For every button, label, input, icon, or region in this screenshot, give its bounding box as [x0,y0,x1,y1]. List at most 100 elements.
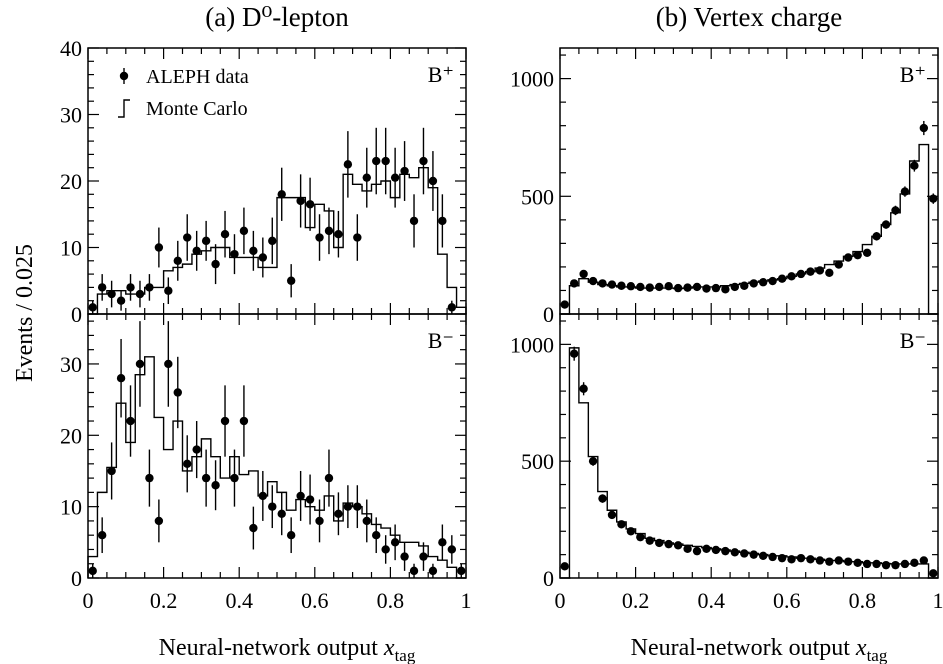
data-point [560,300,569,309]
x-tick-label: 0.4 [225,588,253,613]
data-point [419,552,428,561]
data-point [730,282,740,292]
data-point [891,560,900,570]
data-point [825,557,834,566]
data-point [409,566,419,576]
data-point [569,279,579,288]
x-axis-label-subscript: tag [395,646,416,664]
data-point [569,349,579,358]
data-point [88,303,97,312]
data-point [683,283,692,292]
data-point [116,296,126,305]
data-point [579,384,588,393]
panel-label: B⁻ [900,328,926,353]
data-point [768,276,777,286]
data-point [353,502,362,511]
y-tick-label: 0 [71,566,82,591]
panel-label: B⁻ [428,328,454,353]
data-point [268,236,277,246]
data-point [305,495,315,504]
data-point [645,283,654,292]
data-point [758,551,768,561]
data-point [164,286,173,295]
data-point [929,569,938,578]
data-point [692,546,702,556]
x-tick-label: 0 [555,588,566,613]
data-point [655,282,664,292]
data-point [607,280,617,289]
data-point [438,216,447,226]
data-point [305,200,315,209]
data-point [730,548,740,557]
x-tick-label: 0.6 [301,588,329,613]
data-point [192,246,201,256]
data-point [324,473,334,483]
legend-mc-label: Monte Carlo [146,98,248,120]
x-axis-label-subscript: tag [867,646,888,664]
data-point [872,559,881,569]
plot-frame [559,47,939,315]
data-point [796,553,806,563]
data-point [372,530,381,540]
data-point [173,388,182,397]
data-point [626,282,636,291]
data-point [702,544,711,553]
data-point [145,473,154,483]
data-point [183,459,192,469]
data-point [834,556,843,565]
data-point [211,481,220,490]
plot-frame [87,313,467,579]
data-point [815,556,825,565]
data-point [777,553,787,563]
data-point [853,250,862,260]
data-point [891,206,900,215]
x-tick-label: 0 [83,588,94,613]
data-point [126,283,135,292]
data-point [315,516,324,526]
column-title: (a) D⁰-lepton [205,2,349,32]
column-title: (b) Vertex charge [656,2,842,32]
data-point [796,269,806,279]
data-point [758,278,768,287]
legend-mc-marker [118,99,130,118]
panel-b-bplus: (b) Vertex charge 0 500 1000 B⁺ [510,2,939,327]
data-point [787,555,796,564]
y-tick-label: 30 [60,103,82,128]
data-point [107,289,116,299]
data-point [249,246,258,256]
y-tick-label: 20 [60,423,82,448]
data-point [673,283,683,293]
data-point [702,284,711,293]
data-point [220,230,230,239]
data-point [664,282,673,291]
data-point [107,466,116,476]
data-point [740,281,749,290]
data-point [372,156,381,166]
data-point [626,527,636,536]
plot-frame [87,47,467,315]
data-point [617,520,626,529]
data-point [579,269,588,279]
data-point [135,359,145,369]
panel-label: B⁺ [900,62,926,87]
data-point [249,523,258,533]
data-point [834,260,843,269]
y-tick-label: 500 [521,184,554,209]
data-point [88,566,97,576]
data-point [740,549,749,558]
data-point [400,166,409,176]
data-point [664,539,673,549]
x-axis-label: Neural-network output xtag [631,635,888,664]
data-point [230,249,239,259]
data-point [230,473,239,483]
data-point [900,559,910,569]
y-tick-label: 30 [60,352,82,377]
y-tick-label: 500 [521,449,554,474]
data-point [815,266,825,275]
data-point [173,256,182,265]
plot-frame [559,313,939,579]
data-point [428,176,438,186]
y-tick-label: 20 [60,169,82,194]
data-point [768,552,777,562]
data-point [881,220,891,229]
